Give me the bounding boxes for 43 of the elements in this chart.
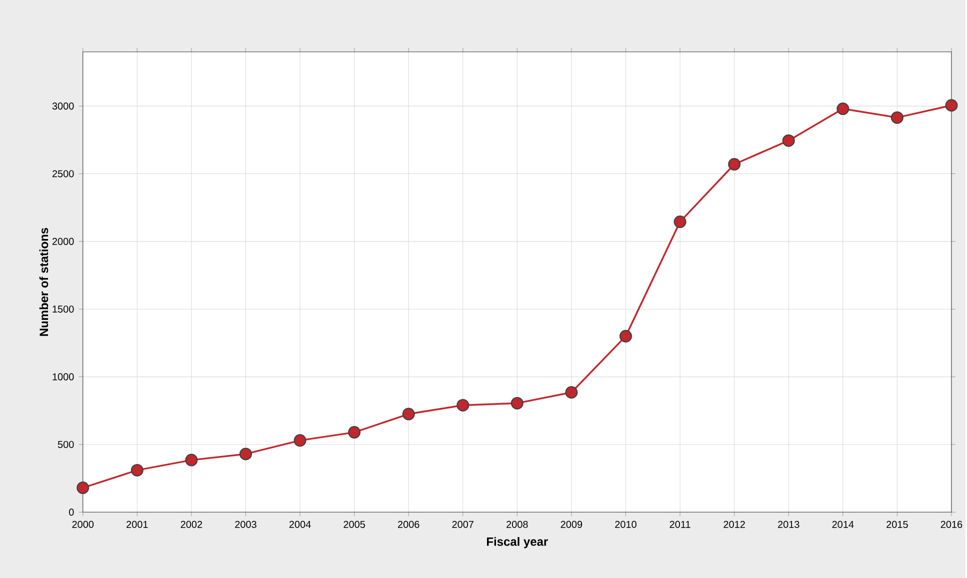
x-tick-label: 2006 [398, 520, 420, 528]
point [130, 464, 144, 476]
y-tick-label: 500 [58, 440, 74, 448]
point [76, 482, 90, 494]
x-axis-title: Fiscal year [486, 537, 548, 548]
point [565, 386, 578, 399]
point [782, 134, 795, 147]
x-tick-label: 2010 [615, 520, 636, 528]
point [348, 426, 361, 439]
x-tick-label: 2012 [724, 520, 745, 528]
x-tick-label: 2004 [289, 520, 311, 528]
x-tick-label: 2011 [670, 520, 690, 528]
point [510, 396, 524, 410]
x-tick-label: 2009 [560, 520, 582, 528]
y-tick-label: 2000 [52, 238, 74, 245]
x-tick-label: 2003 [235, 520, 256, 528]
x-tick-label: 2014 [832, 520, 854, 528]
point [185, 454, 198, 466]
x-tick-label: 2013 [778, 520, 800, 528]
x-tick-label: 2000 [72, 520, 94, 528]
y-tick-label: 3000 [52, 102, 74, 110]
point [402, 408, 415, 420]
point [890, 111, 904, 124]
point [456, 398, 470, 412]
x-tick-label: 2005 [344, 520, 365, 528]
y-tick-label: 1500 [52, 306, 74, 313]
x-tick-label: 2002 [180, 520, 202, 528]
point [239, 448, 252, 460]
point [728, 158, 741, 170]
point [294, 434, 306, 447]
y-axis-title: Number of stations [39, 228, 48, 336]
point [674, 216, 686, 228]
point [836, 102, 850, 115]
y-tick-label: 1000 [52, 373, 74, 380]
x-tick-label: 2001 [126, 520, 148, 528]
y-tick-label: 0 [69, 508, 74, 516]
point [619, 330, 632, 342]
x-tick-label: 2016 [940, 520, 962, 528]
x-tick-label: 2007 [452, 520, 474, 528]
point [945, 99, 958, 112]
x-tick-label: 2008 [506, 520, 528, 528]
x-tick-label: 2015 [886, 520, 908, 528]
y-tick-label: 2500 [52, 170, 74, 178]
